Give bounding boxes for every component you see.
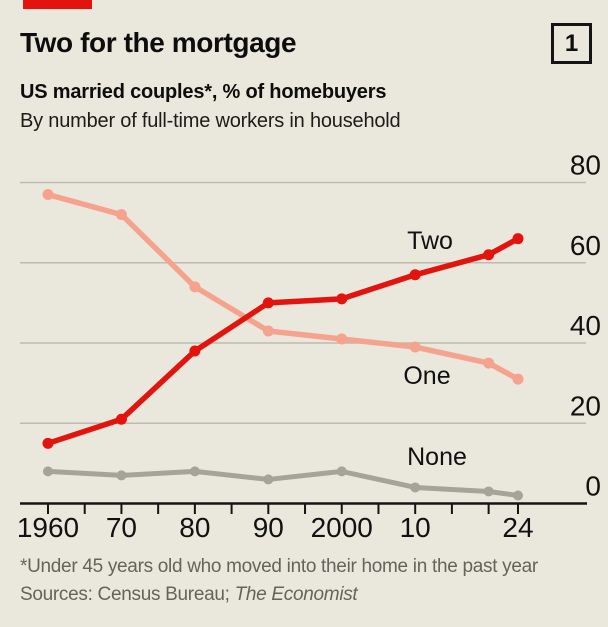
data-point-two-1990 bbox=[262, 297, 274, 309]
sources-publication: The Economist bbox=[234, 584, 358, 605]
data-point-two-1960 bbox=[42, 437, 54, 449]
line-chart: 0 20 40 60 80 1960 70 80 90 2000 10 24 Two One None bbox=[17, 150, 601, 544]
sources-line: Sources: Census Bureau; The Economist bbox=[20, 584, 358, 606]
data-point-none-2020 bbox=[483, 486, 494, 497]
data-point-one-1980 bbox=[189, 281, 201, 293]
x-tick-label-80: 80 bbox=[179, 512, 210, 543]
x-tick-label-2000: 2000 bbox=[311, 512, 373, 543]
y-tick-label-0: 0 bbox=[585, 471, 601, 502]
data-point-none-2024 bbox=[513, 490, 523, 501]
x-tick-label-1960: 1960 bbox=[17, 512, 79, 543]
x-tick-label-24: 24 bbox=[502, 512, 533, 543]
series-line-none bbox=[45, 468, 521, 498]
series-line-two bbox=[45, 235, 521, 447]
data-point-none-1970 bbox=[116, 470, 127, 481]
data-point-none-1960 bbox=[43, 466, 53, 477]
data-point-one-1990 bbox=[262, 325, 274, 337]
data-point-one-2020 bbox=[483, 357, 495, 369]
y-tick-label-60: 60 bbox=[570, 230, 601, 261]
chart-title: Two for the mortgage bbox=[20, 27, 297, 58]
x-tick-label-70: 70 bbox=[106, 512, 137, 543]
data-point-two-2024 bbox=[512, 233, 524, 245]
figure-number-box: 1 bbox=[551, 23, 592, 64]
data-point-one-1960 bbox=[42, 189, 54, 201]
x-tick-label-90: 90 bbox=[253, 512, 284, 543]
data-point-one-2000 bbox=[336, 333, 348, 345]
y-tick-label-20: 20 bbox=[570, 390, 601, 421]
sources-text: Sources: Census Bureau; bbox=[20, 584, 235, 605]
data-point-two-2020 bbox=[483, 249, 495, 261]
data-point-one-1970 bbox=[115, 209, 127, 221]
data-point-two-1980 bbox=[189, 345, 201, 357]
x-tick-label-10: 10 bbox=[400, 512, 431, 543]
brand-red-tab bbox=[23, 0, 92, 9]
data-point-none-1990 bbox=[263, 474, 274, 485]
chart-dek: By number of full-time workers in househ… bbox=[20, 110, 401, 132]
data-point-one-2010 bbox=[409, 341, 421, 353]
series-line-one bbox=[45, 191, 521, 382]
figure-number: 1 bbox=[564, 29, 579, 57]
footnote: *Under 45 years old who moved into their… bbox=[20, 556, 538, 577]
series-label-one: One bbox=[403, 362, 450, 390]
data-point-two-2010 bbox=[409, 269, 421, 281]
data-point-none-2000 bbox=[336, 466, 347, 477]
data-point-none-1980 bbox=[189, 466, 200, 477]
data-point-one-2024 bbox=[512, 373, 524, 385]
y-tick-label-40: 40 bbox=[570, 310, 601, 341]
series-label-two: Two bbox=[407, 227, 453, 255]
chart-subtitle: US married couples*, % of homebuyers bbox=[20, 81, 387, 103]
data-point-none-2010 bbox=[410, 482, 421, 493]
data-point-two-2000 bbox=[336, 293, 348, 305]
y-tick-label-80: 80 bbox=[570, 150, 601, 181]
series-label-none: None bbox=[407, 443, 467, 471]
data-point-two-1970 bbox=[115, 413, 127, 425]
